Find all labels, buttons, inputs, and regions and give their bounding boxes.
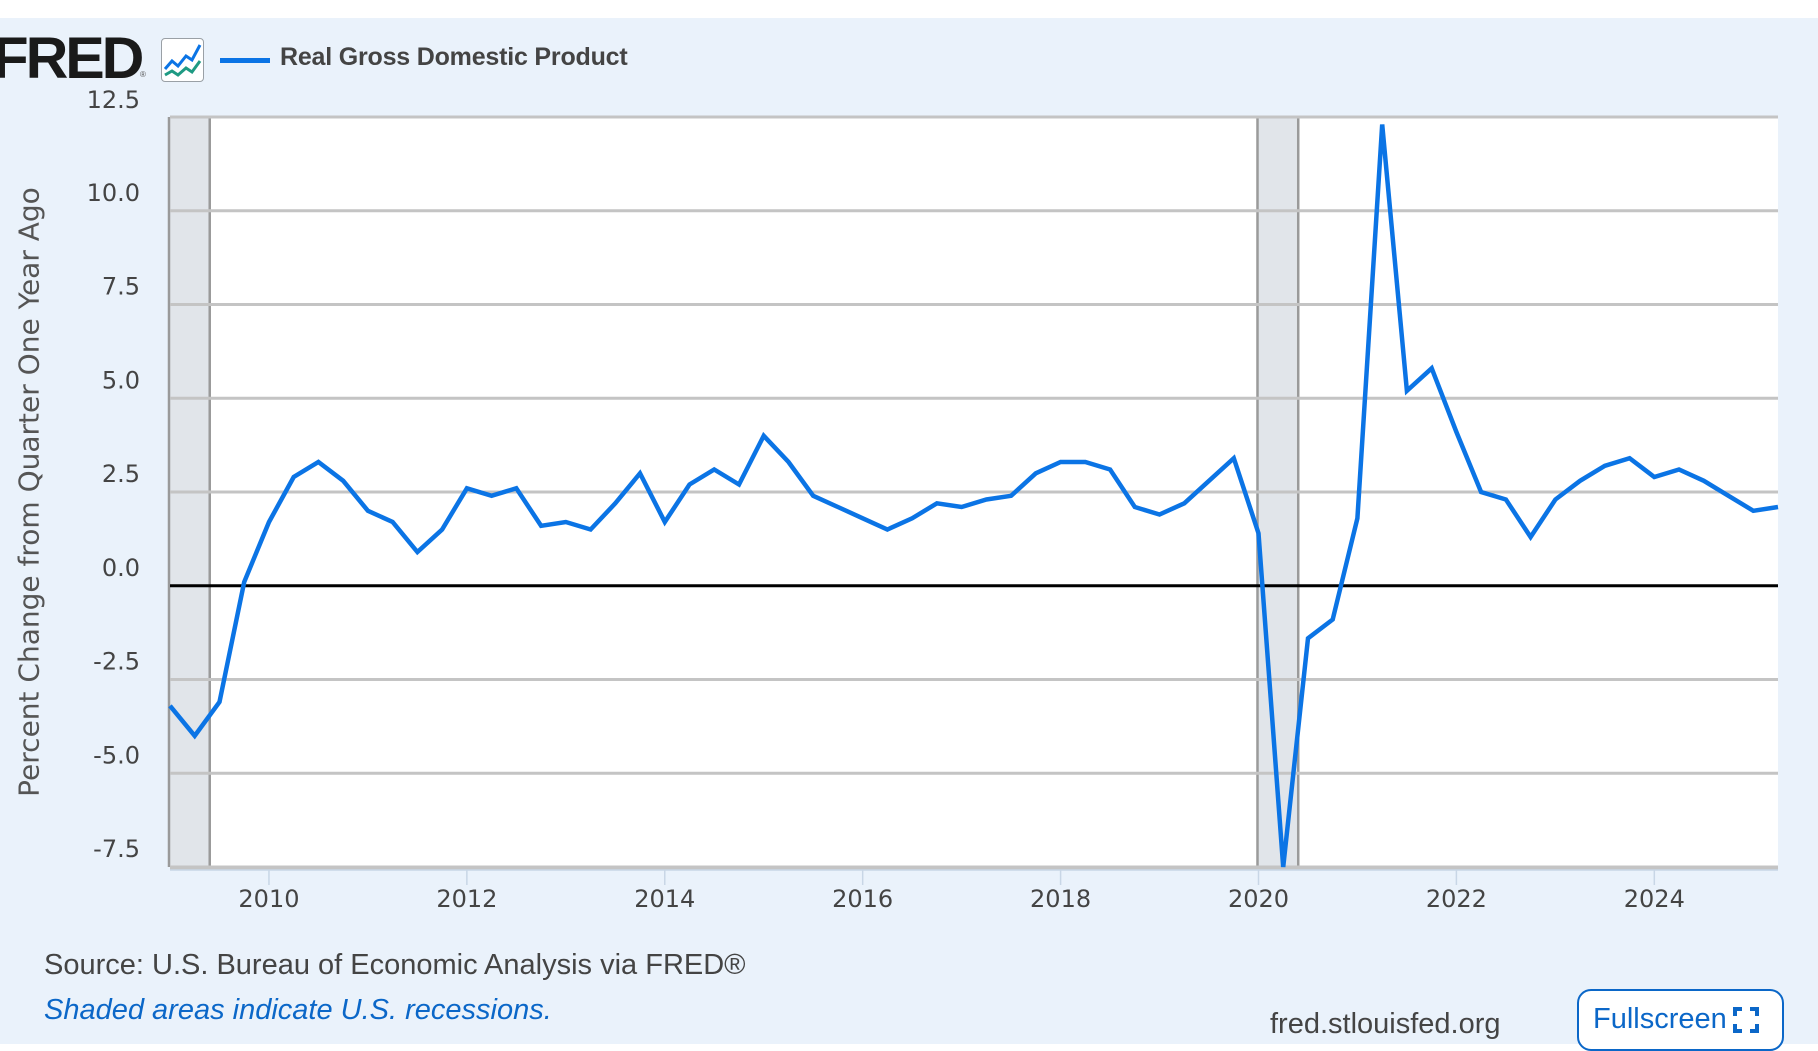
y-tick-label: 7.5: [102, 273, 140, 301]
x-tick-label: 2010: [238, 885, 299, 913]
x-tick-label: 2020: [1228, 885, 1289, 913]
fullscreen-label: Fullscreen: [1593, 1003, 1727, 1035]
y-tick-label: -2.5: [93, 648, 140, 676]
legend-label[interactable]: Real Gross Domestic Product: [280, 43, 628, 71]
line-chart-icon[interactable]: [161, 38, 204, 82]
y-tick-label: 5.0: [102, 366, 140, 394]
x-tick-label: 2014: [634, 885, 695, 913]
y-tick-label: -7.5: [93, 835, 140, 863]
site-url: fred.stlouisfed.org: [1270, 1008, 1501, 1040]
fullscreen-button[interactable]: Fullscreen: [1577, 989, 1784, 1051]
registered-mark: ®: [140, 70, 146, 79]
line-chart-icon-glyph: [163, 44, 202, 77]
x-tick-label: 2012: [436, 885, 497, 913]
legend-swatch: [220, 58, 270, 63]
expand-icon: [1732, 1007, 1759, 1033]
y-tick-label: 10.0: [87, 179, 140, 207]
fred-logo[interactable]: FRED: [0, 26, 144, 91]
x-tick-label: 2016: [832, 885, 893, 913]
y-tick-label: 12.5: [87, 86, 140, 114]
source-note: Source: U.S. Bureau of Economic Analysis…: [44, 949, 746, 981]
x-tick-label: 2018: [1030, 885, 1091, 913]
recession-note: Shaded areas indicate U.S. recessions.: [44, 994, 552, 1026]
y-tick-label: -5.0: [93, 741, 140, 769]
series-line[interactable]: [168, 124, 1779, 868]
y-tick-label: 2.5: [102, 460, 140, 488]
x-tick-label: 2022: [1426, 885, 1487, 913]
x-tick-label: 2024: [1624, 885, 1685, 913]
y-tick-label: 0.0: [102, 554, 140, 582]
